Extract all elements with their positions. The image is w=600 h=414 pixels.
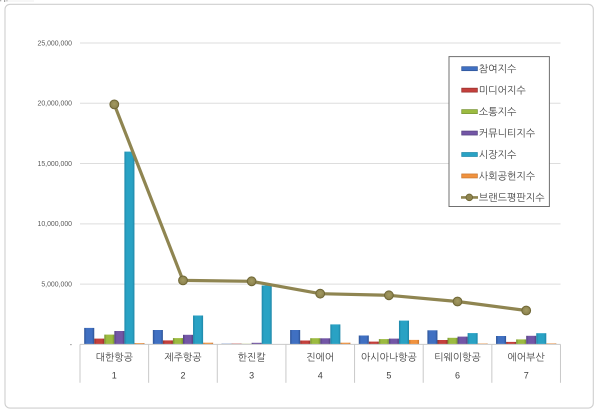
- svg-text:10,000,000: 10,000,000: [38, 221, 73, 228]
- svg-text:5: 5: [386, 371, 391, 381]
- svg-text:-: -: [70, 342, 72, 349]
- svg-text:3: 3: [249, 371, 254, 381]
- svg-text:2: 2: [180, 371, 185, 381]
- svg-text:25,000,000: 25,000,000: [38, 40, 73, 47]
- svg-text:15,000,000: 15,000,000: [38, 161, 73, 168]
- svg-text:1: 1: [112, 371, 117, 381]
- svg-text:4: 4: [318, 371, 323, 381]
- svg-text:5,000,000: 5,000,000: [41, 282, 72, 289]
- svg-text:6: 6: [455, 371, 460, 381]
- svg-text:20,000,000: 20,000,000: [38, 101, 73, 108]
- svg-text:7: 7: [524, 371, 529, 381]
